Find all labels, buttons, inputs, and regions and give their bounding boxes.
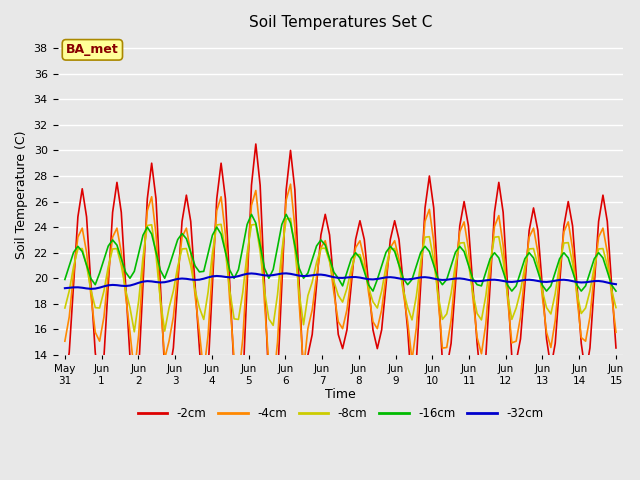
X-axis label: Time: Time xyxy=(325,388,356,401)
Legend: -2cm, -4cm, -8cm, -16cm, -32cm: -2cm, -4cm, -8cm, -16cm, -32cm xyxy=(133,402,548,425)
Text: BA_met: BA_met xyxy=(66,43,119,56)
Y-axis label: Soil Temperature (C): Soil Temperature (C) xyxy=(15,131,28,259)
Title: Soil Temperatures Set C: Soil Temperatures Set C xyxy=(249,15,432,30)
